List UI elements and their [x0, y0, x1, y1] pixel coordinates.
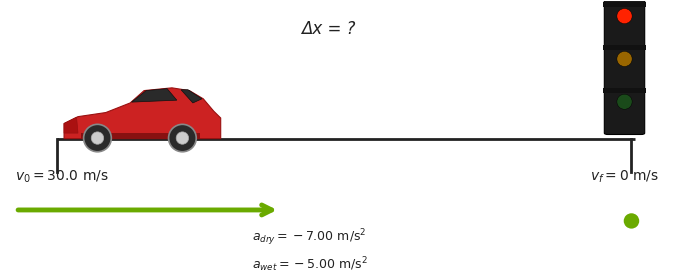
Polygon shape	[82, 133, 200, 139]
Bar	[603, 88, 647, 93]
Ellipse shape	[624, 213, 639, 229]
Polygon shape	[181, 90, 202, 103]
FancyBboxPatch shape	[605, 0, 644, 135]
Text: $a_{dry} = -7.00$ m/s$^2$: $a_{dry} = -7.00$ m/s$^2$	[252, 227, 366, 248]
Polygon shape	[64, 88, 221, 139]
Ellipse shape	[617, 9, 632, 24]
Ellipse shape	[617, 51, 632, 66]
Text: $a_{wet} = -5.00$ m/s$^2$: $a_{wet} = -5.00$ m/s$^2$	[252, 255, 368, 274]
Text: $v_f = 0$ m/s: $v_f = 0$ m/s	[590, 169, 658, 185]
Bar	[603, 45, 647, 50]
Bar	[622, 0, 626, 133]
Ellipse shape	[176, 132, 189, 144]
Text: $v_0 = 30.0$ m/s: $v_0 = 30.0$ m/s	[15, 169, 109, 185]
Ellipse shape	[92, 132, 103, 144]
Polygon shape	[131, 89, 177, 102]
Ellipse shape	[84, 124, 111, 152]
Text: Δx = ?: Δx = ?	[301, 20, 356, 38]
Ellipse shape	[617, 94, 632, 109]
Bar	[603, 2, 647, 7]
Ellipse shape	[168, 124, 196, 152]
Polygon shape	[64, 117, 78, 133]
